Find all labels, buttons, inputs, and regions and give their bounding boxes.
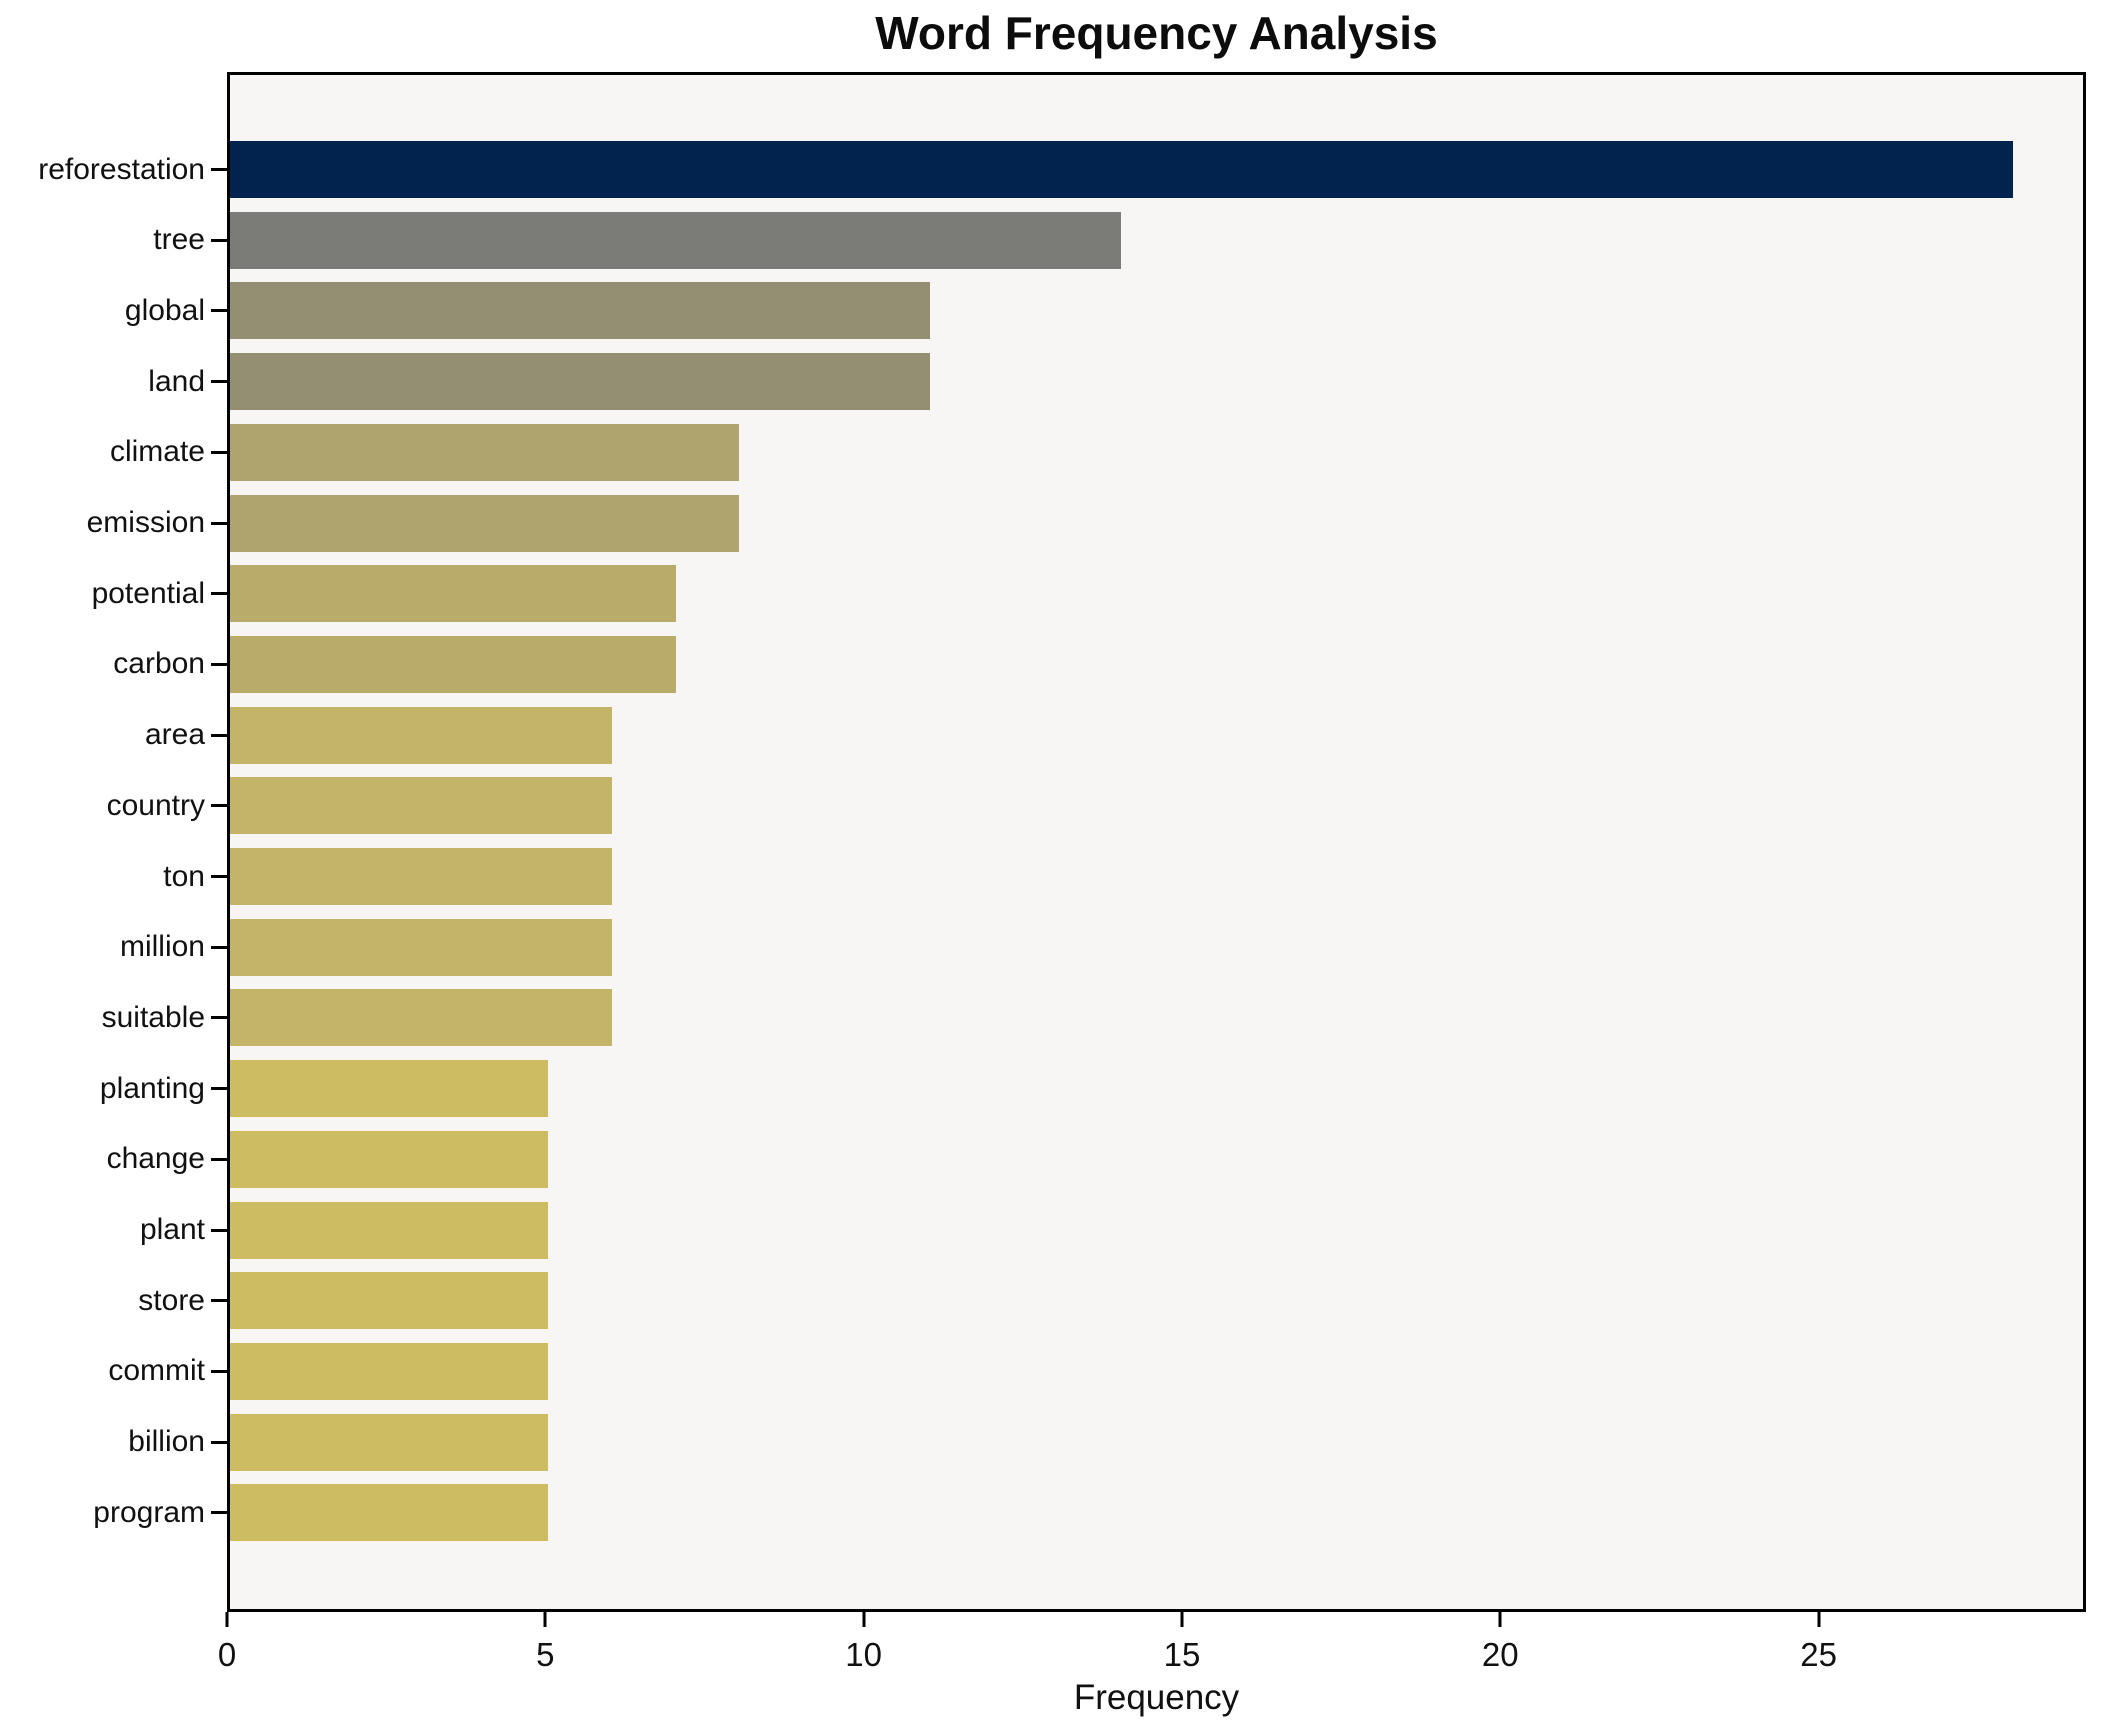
- y-tick-mark: [211, 875, 227, 878]
- y-tick-mark: [211, 1369, 227, 1373]
- y-tick-label-commit: commit: [108, 1354, 205, 1388]
- y-tick-label-emission: emission: [86, 506, 205, 539]
- bar-global: [230, 282, 931, 340]
- x-tick-mark: [862, 1612, 866, 1627]
- y-tick-label-ton: ton: [163, 859, 205, 893]
- bar-program: [230, 1484, 549, 1542]
- x-tick-label-10: 10: [845, 1636, 882, 1673]
- y-tick-mark: [211, 1016, 227, 1020]
- bar-planting: [230, 1060, 549, 1118]
- x-tick-label-25: 25: [1800, 1636, 1837, 1673]
- y-tick-label-planting: planting: [99, 1071, 205, 1105]
- y-tick-label-area: area: [144, 718, 205, 752]
- bar-carbon: [230, 635, 676, 693]
- y-tick-mark: [211, 450, 227, 454]
- y-tick-mark: [211, 168, 227, 171]
- y-tick-mark: [211, 1087, 227, 1091]
- bar-billion: [230, 1413, 549, 1471]
- y-tick-label-global: global: [124, 293, 205, 327]
- y-tick-label-climate: climate: [109, 435, 205, 469]
- x-tick-mark: [1817, 1612, 1821, 1627]
- x-tick-label-5: 5: [536, 1636, 555, 1673]
- y-tick-mark: [211, 662, 227, 666]
- y-tick-label-million: million: [119, 930, 205, 964]
- x-axis-label: Frequency: [1073, 1678, 1240, 1717]
- bar-area: [230, 706, 612, 764]
- y-tick-mark: [211, 804, 227, 808]
- y-tick-label-land: land: [148, 364, 205, 398]
- y-tick-mark: [211, 380, 227, 384]
- bar-land: [230, 353, 931, 411]
- chart-title: Word Frequency Analysis: [875, 7, 1438, 59]
- bar-tree: [230, 211, 1122, 269]
- bar-reforestation: [230, 141, 2013, 198]
- bar-emission: [230, 494, 740, 552]
- y-tick-mark: [211, 592, 227, 596]
- x-tick-mark: [1498, 1612, 1502, 1627]
- y-tick-mark: [211, 1299, 227, 1303]
- y-tick-mark: [211, 1440, 227, 1444]
- y-tick-mark: [211, 1157, 227, 1161]
- y-tick-mark: [211, 521, 227, 525]
- x-tick-label-15: 15: [1163, 1636, 1201, 1673]
- y-tick-mark: [211, 1511, 227, 1515]
- y-tick-label-suitable: suitable: [101, 1000, 205, 1034]
- y-tick-mark: [211, 733, 227, 737]
- y-tick-label-potential: potential: [91, 576, 205, 610]
- x-tick-label-20: 20: [1481, 1636, 1519, 1673]
- y-tick-mark: [211, 309, 227, 313]
- y-tick-label-carbon: carbon: [113, 647, 205, 681]
- bar-commit: [230, 1342, 549, 1400]
- y-tick-label-reforestation: reforestation: [38, 152, 205, 186]
- x-tick-mark: [225, 1612, 229, 1627]
- y-tick-label-change: change: [106, 1142, 205, 1176]
- bar-plant: [230, 1201, 549, 1259]
- bars-container: [230, 75, 2083, 1609]
- bar-ton: [230, 848, 612, 905]
- y-tick-label-program: program: [93, 1495, 205, 1529]
- y-tick-label-tree: tree: [153, 223, 205, 257]
- y-tick-mark: [211, 945, 227, 949]
- x-tick-label-0: 0: [217, 1636, 237, 1673]
- bar-country: [230, 777, 612, 835]
- y-tick-mark: [211, 238, 227, 242]
- y-tick-label-country: country: [106, 788, 205, 822]
- bar-million: [230, 918, 612, 976]
- x-tick-mark: [543, 1612, 547, 1627]
- x-tick-mark: [1180, 1612, 1184, 1627]
- bar-store: [230, 1272, 549, 1330]
- y-tick-label-billion: billion: [128, 1425, 205, 1459]
- y-tick-label-store: store: [138, 1283, 205, 1317]
- bar-potential: [230, 565, 676, 623]
- bar-suitable: [230, 989, 612, 1047]
- plot-area: [227, 72, 2086, 1612]
- y-tick-mark: [211, 1228, 227, 1232]
- bar-change: [230, 1130, 549, 1188]
- bar-climate: [230, 423, 740, 481]
- y-tick-label-plant: plant: [139, 1213, 205, 1246]
